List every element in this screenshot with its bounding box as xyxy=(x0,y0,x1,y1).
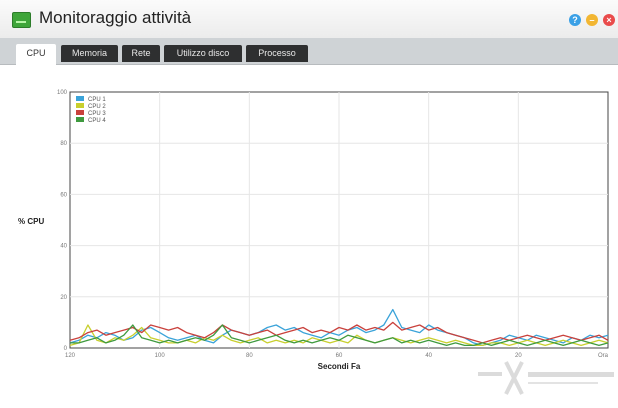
minimize-icon[interactable]: – xyxy=(586,14,598,26)
legend-swatch xyxy=(76,96,84,101)
x-tick-label: Ora xyxy=(598,353,609,359)
series-line-3 xyxy=(69,321,609,344)
tab-cpu[interactable]: CPU xyxy=(16,44,56,65)
legend-swatch xyxy=(76,103,84,108)
tab-rete[interactable]: Rete xyxy=(122,45,160,62)
activity-monitor-icon xyxy=(12,12,31,28)
tab-memoria[interactable]: Memoria xyxy=(61,45,118,62)
x-tick-label: 20 xyxy=(515,353,522,359)
tab-processo[interactable]: Processo xyxy=(246,45,308,62)
y-tick-label: 20 xyxy=(60,295,67,301)
legend-swatch xyxy=(76,117,84,122)
tab-bar: CPU Memoria Rete Utilizzo disco Processo xyxy=(0,38,618,65)
legend-swatch xyxy=(76,110,84,115)
legend-label: CPU 4 xyxy=(88,118,106,124)
legend-label: CPU 1 xyxy=(88,97,106,103)
x-axis-label: Secondi Fa xyxy=(318,362,361,371)
window-title: Monitoraggio attività xyxy=(39,8,192,27)
y-tick-label: 0 xyxy=(64,346,68,352)
x-tick-label: 80 xyxy=(246,353,253,359)
help-icon[interactable]: ? xyxy=(569,14,581,26)
x-tick-label: 40 xyxy=(425,353,432,359)
series-line-4 xyxy=(70,324,609,347)
x-tick-label: 100 xyxy=(155,353,166,359)
cpu-panel: 0 20 40 60 80 100 120 100 80 60 40 20 Ora CPU 1 CPU 2… xyxy=(0,65,618,403)
y-tick-label: 60 xyxy=(60,192,67,198)
close-icon[interactable]: × xyxy=(603,14,615,26)
y-tick-label: 100 xyxy=(57,90,68,96)
x-tick-label: 60 xyxy=(336,353,343,359)
tab-utilizzo-disco[interactable]: Utilizzo disco xyxy=(164,45,242,62)
title-bar: Monitoraggio attività ? – × xyxy=(0,0,618,38)
x-tick-label: 120 xyxy=(65,353,76,359)
y-axis-label: % CPU xyxy=(18,217,44,226)
legend-label: CPU 3 xyxy=(88,111,106,117)
watermark-logo xyxy=(478,361,614,395)
legend-label: CPU 2 xyxy=(88,104,106,110)
y-tick-label: 80 xyxy=(60,141,67,147)
y-tick-label: 40 xyxy=(60,244,67,250)
